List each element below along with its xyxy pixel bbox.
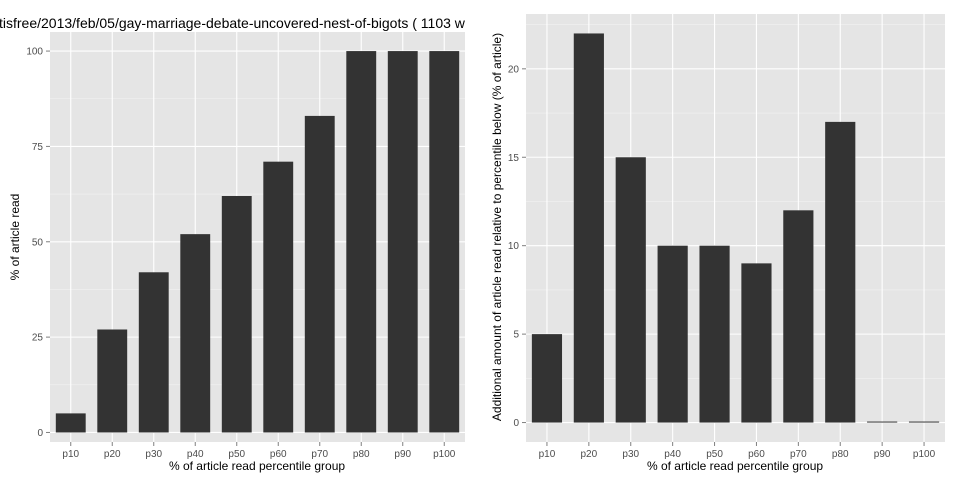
right-x-tick-label: p10 bbox=[539, 449, 556, 460]
right-x-tick-label: p20 bbox=[581, 449, 598, 460]
left-y-tick-label: 25 bbox=[32, 333, 44, 344]
right-y-tick-label: 20 bbox=[508, 64, 520, 75]
left-x-axis: p10 p20 p30 p40 p50 p60 p70 p80 p90 p100 bbox=[62, 442, 456, 460]
right-x-tick-label: p80 bbox=[832, 449, 849, 460]
right-bar-p90 bbox=[867, 421, 898, 423]
left-x-tick-label: p50 bbox=[228, 449, 245, 460]
right-x-tick-label: p90 bbox=[874, 449, 891, 460]
right-y-axis-title: Additional amount of article read relati… bbox=[490, 33, 504, 421]
right-x-axis-title: % of article read percentile group bbox=[647, 459, 823, 473]
left-bar-p60 bbox=[263, 161, 294, 433]
left-bar-p10 bbox=[55, 413, 86, 433]
left-y-tick-label: 100 bbox=[26, 47, 43, 58]
right-x-tick-label: p40 bbox=[664, 449, 681, 460]
right-x-tick-label: p70 bbox=[790, 449, 807, 460]
left-x-tick-label: p90 bbox=[394, 449, 411, 460]
right-bar-p70 bbox=[783, 210, 814, 423]
right-x-tick-label: p50 bbox=[706, 449, 723, 460]
left-x-tick-label: p100 bbox=[433, 449, 456, 460]
right-y-axis: 0 5 10 15 20 bbox=[508, 64, 526, 429]
left-bar-p40 bbox=[180, 234, 211, 433]
left-bar-p50 bbox=[221, 196, 252, 433]
left-x-axis-title: % of article read percentile group bbox=[169, 459, 345, 473]
left-bar-p20 bbox=[97, 329, 128, 433]
left-x-tick-label: p10 bbox=[62, 449, 79, 460]
left-y-tick-label: 50 bbox=[32, 237, 44, 248]
left-bar-p70 bbox=[304, 115, 335, 433]
left-bars bbox=[55, 51, 460, 433]
right-bar-p20 bbox=[573, 33, 604, 423]
right-bar-p50 bbox=[699, 245, 730, 423]
left-x-tick-label: p70 bbox=[311, 449, 328, 460]
left-x-tick-label: p60 bbox=[270, 449, 287, 460]
left-x-tick-label: p20 bbox=[104, 449, 121, 460]
left-y-axis: 0 25 50 75 100 bbox=[26, 47, 50, 439]
left-bar-p100 bbox=[429, 51, 460, 433]
left-bar-p30 bbox=[138, 272, 169, 433]
right-y-tick-label: 15 bbox=[508, 153, 520, 164]
right-bar-p30 bbox=[615, 157, 646, 423]
right-bar-p100 bbox=[908, 421, 940, 423]
left-x-tick-label: p80 bbox=[353, 449, 370, 460]
right-bar-p10 bbox=[531, 334, 563, 423]
left-y-tick-label: 75 bbox=[32, 142, 44, 153]
right-bar-p80 bbox=[825, 121, 856, 423]
right-bars bbox=[531, 33, 940, 423]
right-chart: 0 5 10 15 20 p10 p20 p30 p40 p50 p60 p70 p80 p90 p100… bbox=[490, 14, 945, 473]
right-y-tick-label: 0 bbox=[513, 418, 519, 429]
right-x-axis: p10 p20 p30 p40 p50 p60 p70 p80 p90 p100 bbox=[539, 442, 936, 460]
right-bar-p60 bbox=[741, 263, 772, 423]
left-y-tick-label: 0 bbox=[37, 428, 43, 439]
right-bar-p40 bbox=[657, 245, 688, 423]
right-x-tick-label: p30 bbox=[622, 449, 639, 460]
right-x-tick-label: p100 bbox=[913, 449, 936, 460]
left-x-tick-label: p30 bbox=[145, 449, 162, 460]
right-x-tick-label: p60 bbox=[748, 449, 765, 460]
left-bar-p80 bbox=[346, 51, 377, 433]
left-y-axis-title: % of article read bbox=[8, 194, 22, 281]
right-y-tick-label: 10 bbox=[508, 241, 520, 252]
left-chart-title: tisfree/2013/feb/05/gay-marriage-debate-… bbox=[0, 15, 466, 31]
right-y-tick-label: 5 bbox=[513, 330, 519, 341]
left-x-tick-label: p40 bbox=[187, 449, 204, 460]
left-bar-p90 bbox=[387, 51, 418, 433]
